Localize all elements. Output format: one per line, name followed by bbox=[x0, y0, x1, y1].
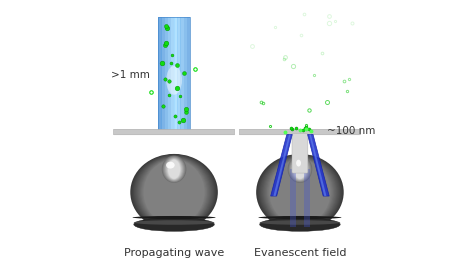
Ellipse shape bbox=[291, 158, 309, 181]
Ellipse shape bbox=[137, 157, 210, 227]
Text: ~100 nm: ~100 nm bbox=[327, 126, 376, 136]
Ellipse shape bbox=[262, 156, 338, 228]
Ellipse shape bbox=[261, 156, 339, 229]
FancyBboxPatch shape bbox=[114, 129, 235, 135]
Ellipse shape bbox=[269, 160, 330, 225]
Ellipse shape bbox=[163, 156, 185, 182]
Ellipse shape bbox=[292, 158, 308, 180]
Bar bbox=[304, 169, 310, 227]
Bar bbox=[183, 17, 187, 132]
Ellipse shape bbox=[142, 159, 206, 225]
Ellipse shape bbox=[166, 66, 182, 95]
Ellipse shape bbox=[165, 158, 183, 181]
Ellipse shape bbox=[292, 162, 301, 169]
Ellipse shape bbox=[293, 159, 307, 179]
Ellipse shape bbox=[130, 154, 218, 230]
FancyBboxPatch shape bbox=[292, 133, 308, 173]
Ellipse shape bbox=[168, 160, 180, 179]
Ellipse shape bbox=[257, 155, 343, 230]
Ellipse shape bbox=[134, 155, 214, 229]
Ellipse shape bbox=[132, 216, 216, 219]
Polygon shape bbox=[271, 134, 292, 196]
Bar bbox=[290, 169, 296, 227]
Polygon shape bbox=[309, 134, 327, 196]
Ellipse shape bbox=[162, 156, 186, 183]
Text: >1 mm: >1 mm bbox=[111, 70, 150, 79]
Ellipse shape bbox=[260, 218, 340, 231]
Ellipse shape bbox=[133, 155, 216, 229]
Text: Propagating wave: Propagating wave bbox=[124, 248, 224, 258]
FancyBboxPatch shape bbox=[239, 129, 360, 135]
Bar bbox=[171, 17, 174, 132]
Bar bbox=[158, 17, 162, 132]
Ellipse shape bbox=[289, 157, 310, 182]
Ellipse shape bbox=[296, 160, 301, 167]
Text: Evanescent field: Evanescent field bbox=[254, 248, 346, 258]
Bar bbox=[162, 17, 165, 132]
Ellipse shape bbox=[136, 156, 212, 228]
Ellipse shape bbox=[258, 155, 341, 229]
Bar bbox=[164, 17, 168, 132]
Ellipse shape bbox=[139, 158, 210, 227]
Ellipse shape bbox=[268, 159, 332, 225]
Ellipse shape bbox=[166, 158, 182, 180]
Ellipse shape bbox=[260, 155, 340, 229]
Ellipse shape bbox=[134, 220, 214, 225]
Ellipse shape bbox=[144, 160, 205, 225]
Bar bbox=[158, 17, 190, 132]
Polygon shape bbox=[273, 134, 291, 196]
Ellipse shape bbox=[288, 156, 312, 183]
Ellipse shape bbox=[131, 155, 217, 230]
Ellipse shape bbox=[258, 216, 342, 219]
Bar bbox=[168, 17, 172, 132]
Ellipse shape bbox=[134, 218, 214, 231]
Ellipse shape bbox=[264, 157, 337, 227]
Ellipse shape bbox=[267, 159, 333, 226]
Ellipse shape bbox=[167, 159, 181, 179]
Polygon shape bbox=[308, 134, 329, 196]
Ellipse shape bbox=[135, 156, 213, 229]
Bar bbox=[177, 17, 181, 132]
Ellipse shape bbox=[164, 157, 184, 181]
Ellipse shape bbox=[166, 162, 175, 169]
Ellipse shape bbox=[164, 157, 185, 182]
Ellipse shape bbox=[256, 154, 344, 230]
Ellipse shape bbox=[264, 158, 335, 227]
Bar bbox=[187, 17, 191, 132]
Ellipse shape bbox=[141, 159, 207, 226]
Ellipse shape bbox=[266, 158, 334, 226]
Ellipse shape bbox=[294, 160, 306, 179]
Bar bbox=[174, 17, 178, 132]
Bar bbox=[181, 17, 184, 132]
Ellipse shape bbox=[260, 220, 340, 225]
Ellipse shape bbox=[140, 158, 208, 226]
Ellipse shape bbox=[289, 156, 311, 182]
Ellipse shape bbox=[290, 157, 310, 181]
